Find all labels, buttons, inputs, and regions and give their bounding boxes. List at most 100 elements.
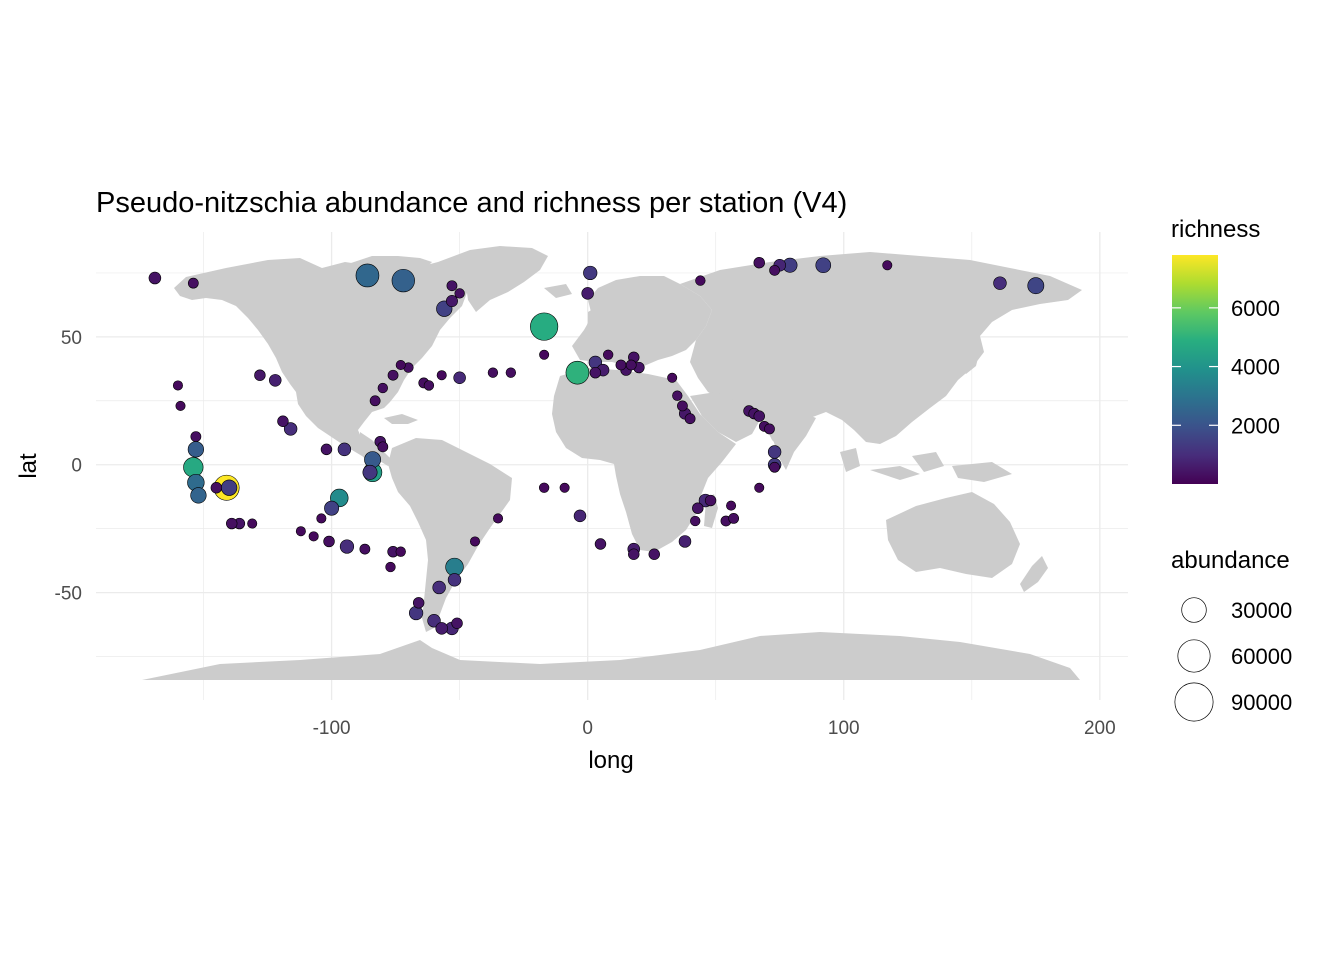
station-point [183,457,204,478]
se-asia-islands-shape [840,448,1012,482]
station-point [187,441,204,458]
station-point [594,538,607,550]
station-point [320,443,333,456]
station-point [377,441,389,453]
y-tick-label: 50 [61,328,82,349]
station-point [753,410,765,422]
station-point [684,413,696,425]
station-point [362,464,378,480]
station-point [625,359,637,371]
points-layer [148,256,1045,636]
richness-colorbar [1172,255,1218,484]
station-point [446,280,458,292]
station-point [815,257,832,274]
station-point [704,494,717,507]
station-point [565,360,590,385]
x-tick-label: 0 [582,718,593,739]
station-point [728,513,740,524]
new-zealand-shape [1020,556,1048,592]
station-point [387,369,399,381]
central-america-shape [360,432,394,466]
station-point [436,370,447,381]
station-point [672,390,683,401]
station-point [359,543,371,555]
station-point [445,295,458,308]
asia-shape [680,252,1082,452]
south-america-shape [388,438,512,632]
station-point [678,535,692,548]
abundance-legend-circle [1181,597,1207,623]
station-point [385,561,396,573]
station-point [316,513,327,524]
station-point [210,482,223,494]
europe-shape [572,276,712,366]
station-point [339,539,355,554]
y-axis-label: lat [15,453,42,479]
station-point [423,380,435,391]
station-point [172,380,183,391]
australia-shape [886,492,1020,578]
station-point [395,546,406,557]
abundance-legend-label: 60000 [1231,644,1292,669]
abundance-legend-circle [1177,639,1211,673]
station-point [187,277,199,289]
japan-shape [960,340,980,374]
x-tick-label: 100 [828,718,860,739]
uk-iceland-shape [544,284,602,330]
station-point [412,597,425,609]
colorbar-tick-label: 6000 [1231,296,1280,321]
station-point [530,312,559,341]
abundance-legend-label: 90000 [1231,690,1292,715]
station-point [754,482,765,493]
station-point [364,451,381,469]
station-point [447,573,462,587]
station-point [505,367,517,378]
station-point [993,276,1007,290]
station-point [175,400,186,411]
station-point [573,509,587,523]
station-point [369,395,381,407]
station-point [190,431,202,442]
station-point [767,445,782,459]
y-tick-label: -50 [55,584,82,605]
station-point [769,461,780,473]
station-point [539,349,550,360]
station-point [690,515,701,527]
station-point [148,271,162,285]
greenland-shape [438,246,548,312]
station-point [648,548,660,560]
station-point [395,359,406,370]
world-map-land [142,246,1082,680]
station-point [559,482,570,493]
station-point [487,367,499,378]
y-axis: -50 0 50 [55,328,82,605]
station-point [692,502,704,514]
abundance-legend: abundance 30000 60000 90000 [1171,547,1292,722]
station-point [451,617,463,629]
caribbean-shape [384,414,418,424]
station-point [1027,277,1045,295]
station-point [764,423,775,435]
station-point [628,548,640,560]
station-point [324,500,340,516]
x-tick-label: -100 [313,718,351,739]
station-point [226,517,238,530]
station-point [391,268,415,293]
station-point [221,479,238,496]
north-america-shape [174,258,470,464]
y-tick-label: 0 [71,456,82,477]
station-point [726,500,737,511]
station-point [337,442,352,457]
station-point [769,264,780,276]
station-point [882,260,893,271]
abundance-legend-circle [1174,682,1214,722]
richness-legend: richness 2000 4000 6000 [1171,216,1280,484]
abundance-legend-title: abundance [1171,547,1290,574]
station-point [355,263,380,288]
station-point [408,605,424,621]
station-point [269,374,282,387]
station-point [308,531,319,542]
x-tick-label: 200 [1084,718,1116,739]
station-point [295,526,306,537]
